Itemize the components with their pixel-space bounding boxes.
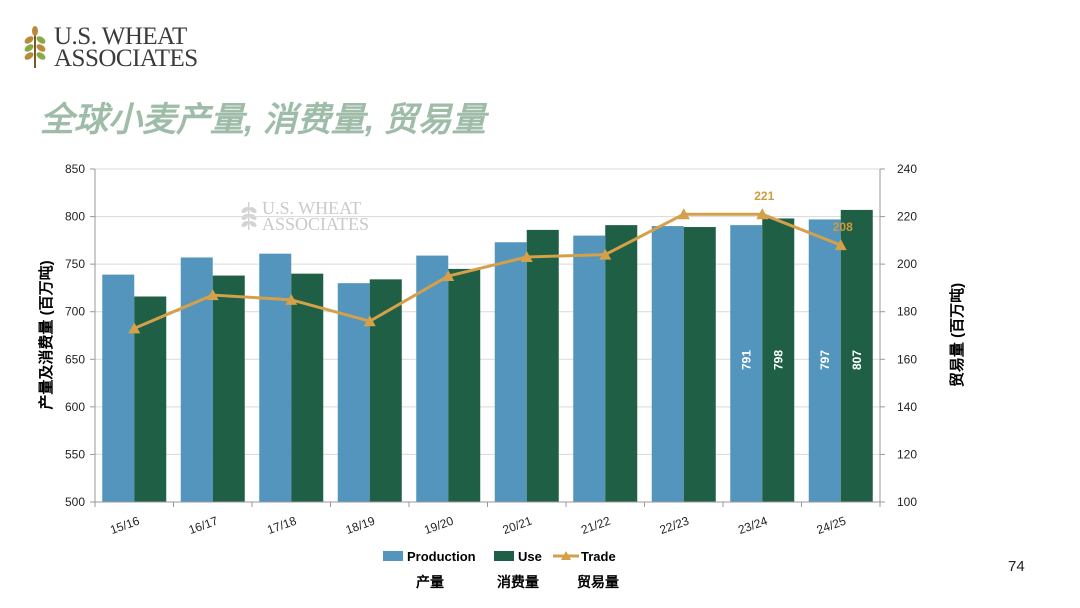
y-tick-label: 750 [65,257,85,271]
page-title: 全球小麦产量, 消费量, 贸易量 [40,101,486,139]
x-tick-label: 17/18 [265,514,298,538]
trade-series-line [133,212,842,330]
x-tick-label: 20/21 [501,514,534,538]
bar-use [212,275,245,502]
watermark-line-2: ASSOCIATES [262,214,369,234]
trade-point [285,293,298,305]
watermark-wheat-icon [241,202,257,230]
y-tick-label: 850 [65,162,85,176]
bar-use [291,273,324,502]
y-tick-label: 700 [65,305,85,319]
bar-use [526,229,559,503]
bar-production [730,225,763,503]
y2-tick-label: 240 [897,162,917,176]
watermark-line-1: U.S. WHEAT [262,198,361,218]
y2-tick-label: 160 [897,352,917,366]
bar-use [762,218,795,502]
bar-production [573,235,606,502]
bar-value-label: 791 [739,350,753,370]
logo-text: U.S. WHEAT ASSOCIATES [54,23,198,72]
legend-label-production: Production [407,549,476,564]
x-tick-label: 18/19 [344,514,377,538]
bar-value-label: 798 [771,350,785,370]
trade-point [206,289,219,301]
trade-point [756,208,769,220]
bars [102,209,873,503]
bar-value-label: 807 [850,350,864,370]
x-tick-label: 21/22 [579,514,612,538]
trade-point [677,208,690,220]
legend-caption: 贸易量 [577,574,619,590]
y-tick-label: 500 [65,495,85,509]
bar-use [840,209,873,502]
y-tick-label: 550 [65,447,85,461]
bar-production [180,257,213,502]
bar-use [605,225,638,503]
usw-logo: U.S. WHEAT ASSOCIATES [22,23,198,72]
watermark: U.S. WHEAT ASSOCIATES [241,198,369,234]
y2-tick-label: 140 [897,400,917,414]
bar-production [494,242,527,502]
logo-line-1: U.S. WHEAT [54,23,187,50]
y-tick-label: 800 [65,210,85,224]
trade-value-label: 208 [833,220,853,234]
legend-caption: 产量 [416,574,444,590]
legend-label-use: Use [518,549,542,564]
y2-tick-label: 100 [897,495,917,509]
bar-value-label: 797 [818,350,832,370]
trade-point [834,239,847,251]
y2-tick-label: 200 [897,257,917,271]
trade-point [442,270,455,282]
y2-tick-label: 180 [897,305,917,319]
bar-use [134,296,167,502]
legend-swatch-use [494,551,514,561]
y2-tick-label: 220 [897,210,917,224]
bar-production [416,255,449,502]
y-axis-title: 产量及消费量 (百万吨) [37,260,55,409]
bar-production [808,219,841,502]
bar-production [651,226,684,503]
x-tick-label: 19/20 [422,514,455,538]
x-tick-label: 23/24 [736,514,769,538]
y2-axis-title: 贸易量 (百万吨) [948,283,966,387]
bar-production [102,274,135,502]
trade-line [128,208,847,334]
x-tick-label: 22/23 [658,514,691,538]
legend-swatch-production [383,551,403,561]
bar-use [448,268,481,502]
trade-value-label: 221 [754,189,774,203]
legend: Production Use Trade 产量 消费量 贸易量 [383,549,619,590]
y2-tick-label: 120 [897,447,917,461]
logo-line-2: ASSOCIATES [54,45,198,72]
bar-use [683,227,716,502]
bar-production [259,253,292,502]
trade-point [363,315,376,327]
x-tick-label: 15/16 [108,514,141,538]
x-tick-label: 16/17 [187,514,220,538]
x-tick-label: 24/25 [815,514,848,538]
y-tick-label: 600 [65,400,85,414]
page-number: 74 [1008,558,1025,575]
legend-caption: 消费量 [497,574,539,590]
trade-point [520,251,533,263]
y-tick-label: 650 [65,352,85,366]
wheat-icon [24,26,46,68]
trade-point [599,248,612,260]
legend-label-trade: Trade [581,549,616,564]
trade-point [128,322,141,334]
legend-marker-trade [561,551,571,560]
data-labels: 791 798 797 807 221 208 [739,189,864,370]
